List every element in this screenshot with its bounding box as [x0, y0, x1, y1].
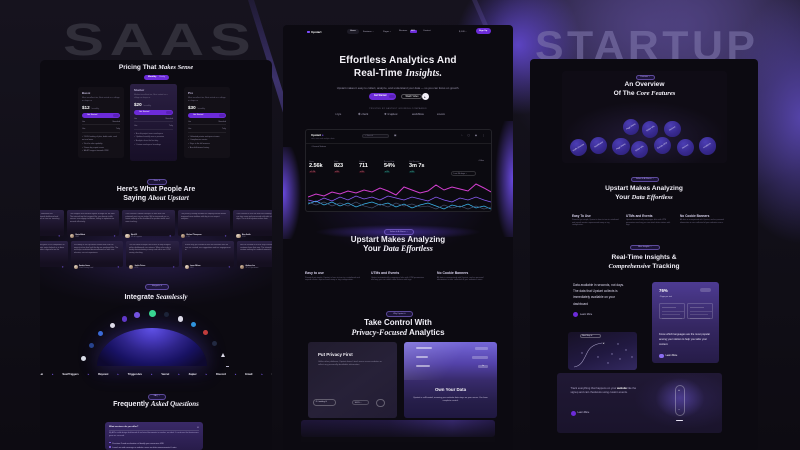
svg-text:×: ×	[602, 341, 604, 345]
